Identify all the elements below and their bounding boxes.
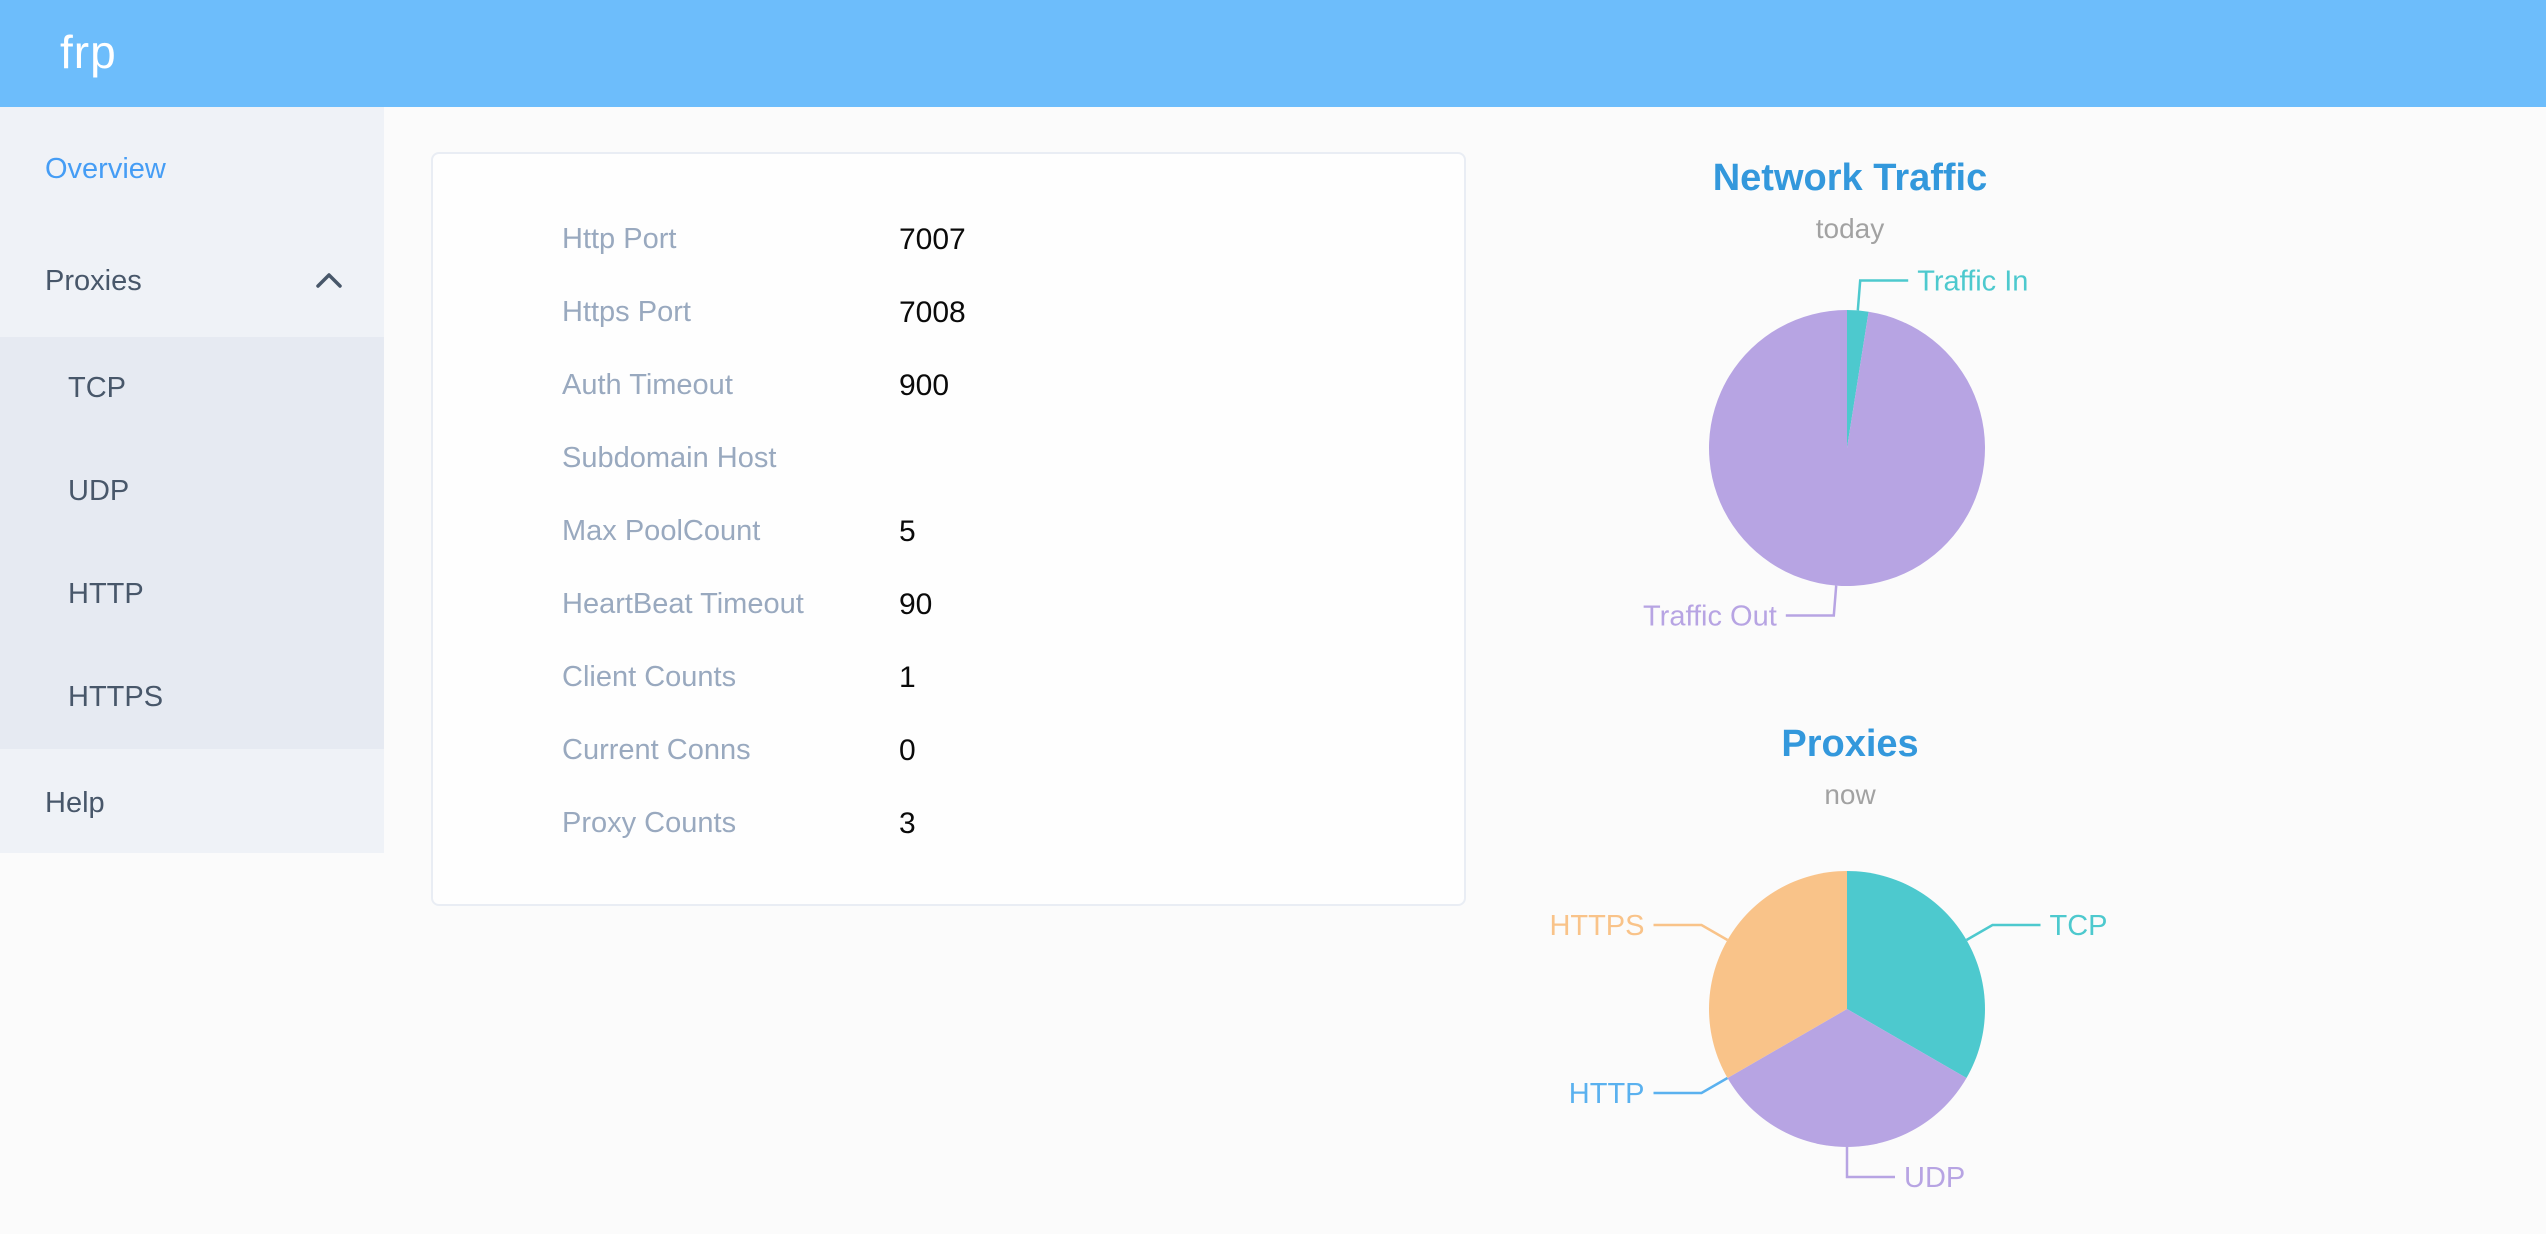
server-info-value: 7008 [899,295,966,329]
server-info-label: Https Port [562,296,691,328]
server-info-row: Subdomain Host [433,422,1464,495]
server-info-label: Current Conns [562,734,751,766]
pie-slice-traffic-in[interactable] [1847,310,1869,448]
proxies-pie: TCP UDP HTTP HTTPS [1549,871,2108,1194]
sidebar-item-label: TCP [68,372,126,404]
pie-leader-line-tcp [1965,923,2041,942]
server-info-row: Proxy Counts 3 [433,787,1464,860]
sidebar-item-overview[interactable]: Overview [0,113,384,225]
proxies-submenu: TCP UDP HTTP HTTPS [0,337,384,749]
sidebar-item-https[interactable]: HTTPS [0,646,384,749]
app-header: frp [0,0,2546,107]
server-info-row: Client Counts 1 [433,641,1464,714]
network-traffic-chart: Network Traffic today Traffic In Traffic … [1525,140,2175,660]
sidebar-item-http[interactable]: HTTP [0,543,384,646]
sidebar-item-help[interactable]: Help [0,749,384,857]
chart-subtitle: today [1815,213,1885,244]
server-info-row: Http Port 7007 [433,203,1464,276]
server-info-row: Auth Timeout 900 [433,349,1464,422]
pie-label-udp: UDP [1904,1162,1965,1194]
server-info-value: 5 [899,514,916,548]
chevron-up-icon[interactable] [314,269,344,293]
server-info-row: Https Port 7008 [433,276,1464,349]
pie-label-traffic-in: Traffic In [1917,266,2028,298]
server-info-label: Proxy Counts [562,807,737,839]
sidebar-item-tcp[interactable]: TCP [0,337,384,440]
server-info-card: Http Port 7007 Https Port 7008 Auth Time… [431,152,1466,906]
pie-leader-line-traffic-in [1856,279,1909,311]
sidebar-item-label: Help [45,786,105,819]
server-info-value: 3 [899,806,916,840]
server-info-label: Max PoolCount [562,515,761,547]
pie-label-https: HTTPS [1549,910,1644,942]
sidebar-item-udp[interactable]: UDP [0,440,384,543]
server-info-value: 1 [899,660,916,694]
pie-slice-traffic-out[interactable] [1709,310,1986,586]
pie-leader-line-https [1653,923,1729,942]
sidebar-item-proxies[interactable]: Proxies [0,225,384,337]
server-info-label: Client Counts [562,661,737,693]
pie-leader-line-http [1653,1076,1729,1095]
pie-label-tcp: TCP [2050,910,2108,942]
pie-slice-tcp[interactable] [1847,871,1985,1078]
sidebar-item-label: Proxies [45,264,142,297]
pie-leader-line-udp [1845,1147,1895,1179]
server-info-value: 900 [899,368,950,402]
server-info-row: Max PoolCount 5 [433,495,1464,568]
chart-title: Network Traffic [1712,157,1988,199]
sidebar-item-label: HTTP [68,578,144,610]
pie-label-traffic-out: Traffic Out [1643,601,1777,633]
server-info-row: HeartBeat Timeout 90 [433,568,1464,641]
pie-label-http: HTTP [1569,1078,1645,1110]
sidebar-item-label: UDP [68,475,130,507]
server-info-row: Current Conns 0 [433,714,1464,787]
server-info-value: 7007 [899,222,966,256]
server-info-value: 90 [899,587,933,621]
network-traffic-pie: Traffic In Traffic Out [1643,266,2028,633]
sidebar: Overview Proxies TCP UDP HTTP HTTPS [0,107,384,853]
pie-slice-https[interactable] [1709,871,1847,1078]
sidebar-item-label: Overview [45,152,166,185]
pie-leader-line-traffic-out [1785,585,1838,617]
sidebar-item-label: HTTPS [68,681,164,713]
server-info-label: Http Port [562,223,677,255]
server-info-value: 0 [899,733,916,767]
chart-title: Proxies [1781,723,1919,765]
app-logo[interactable]: frp [60,26,117,78]
chart-subtitle: now [1824,779,1876,810]
server-info-label: Auth Timeout [562,369,733,401]
pie-slice-udp[interactable] [1727,1009,1967,1147]
proxies-chart: Proxies now TCP UDP HTTP HTTPS [1525,706,2175,1234]
server-info-label: Subdomain Host [562,442,777,474]
server-info-label: HeartBeat Timeout [562,588,804,620]
